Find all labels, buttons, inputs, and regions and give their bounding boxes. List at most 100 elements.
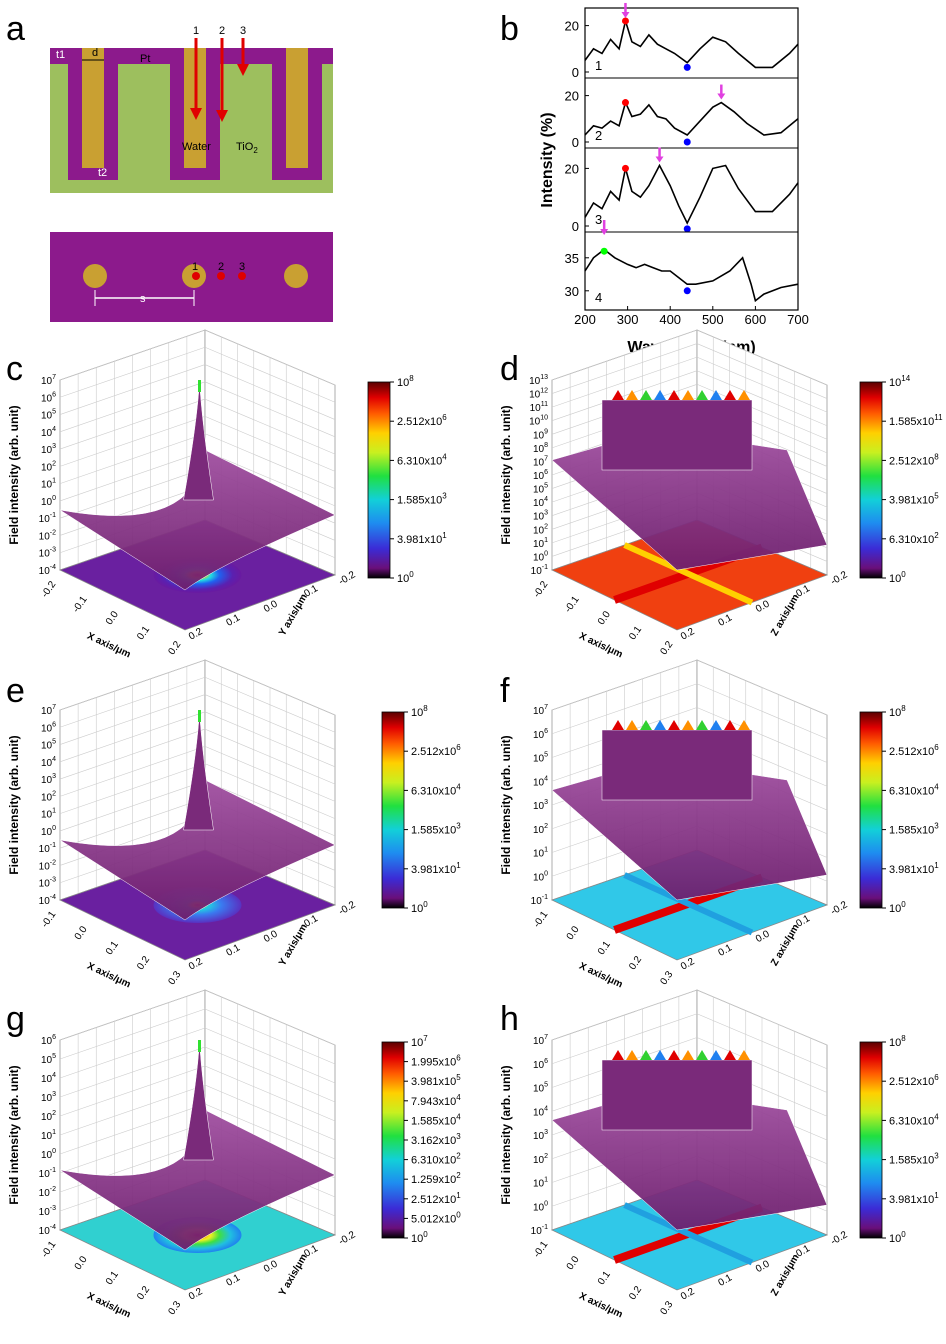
z-tick-label: 102 [41, 460, 56, 473]
ridge-spike [738, 1050, 750, 1060]
y-axis-label: Y axis/μm [277, 592, 310, 638]
z-tick-label: 10-1 [39, 1167, 56, 1180]
ridge-spike [696, 390, 708, 400]
ridge-spike [626, 390, 638, 400]
colorbar-label: 3.981x101 [889, 861, 939, 876]
ridge-spike [612, 720, 624, 730]
x-tick-label: 0.1 [596, 939, 613, 957]
ridge-spike [612, 390, 624, 400]
grid-line [204, 746, 336, 802]
ridge-spike [640, 720, 652, 730]
colorbar [381, 1041, 405, 1239]
z-tick-label: 104 [41, 756, 56, 769]
colorbar-label: 1.259x102 [411, 1171, 461, 1186]
surface-ridge [601, 729, 753, 801]
x-tick-label: 700 [787, 312, 809, 327]
ridge-spike [640, 1050, 652, 1060]
x-tick-label: 0.0 [73, 924, 90, 942]
grid-line [696, 329, 828, 386]
x-axis-label: X axis/μm [577, 1291, 624, 1321]
grid-line [204, 381, 336, 438]
panel-label-g: g [6, 1000, 25, 1038]
y-tick-label: 0 [572, 65, 579, 80]
x-tick-label: 0.2 [627, 954, 644, 972]
y-tick-label: 30 [565, 284, 579, 299]
z-tick-label: 10-1 [39, 512, 56, 525]
x-tick-label: 400 [659, 312, 681, 327]
grid-line [204, 659, 336, 716]
x-tick-label: -0.1 [563, 594, 582, 615]
colorbar-label: 2.512x106 [397, 413, 447, 428]
ridge-spike [668, 1050, 680, 1060]
grid-line [204, 398, 336, 455]
grid-line [204, 1103, 336, 1160]
colorbar-label: 3.981x101 [889, 1191, 939, 1206]
colorbar-label: 6.310x104 [397, 452, 447, 467]
z-tick-label: 102 [41, 790, 56, 803]
schematic-top-view: 1 2 3 s [50, 232, 333, 322]
colorbar-label: 1014 [889, 374, 911, 389]
colorbar-label: 6.310x104 [411, 782, 461, 797]
z-tick-label: 105 [533, 483, 548, 496]
colorbar-label: 1.585x1011 [889, 413, 943, 428]
colorbar-label: 108 [411, 704, 428, 719]
spectrum-line-3 [584, 163, 799, 225]
x-tick-label: -0.2 [532, 579, 551, 600]
water-label: Water [182, 141, 211, 153]
z-tick-label: 102 [41, 1110, 56, 1123]
marker-lime [600, 247, 608, 255]
point-2-label: 2 [218, 261, 224, 273]
x-tick-label: 500 [702, 312, 724, 327]
x-tick-label: 0.0 [596, 609, 613, 627]
z-tick-label: 100 [533, 550, 548, 563]
x-axis-label: X axis/μm [577, 961, 624, 991]
x-tick-label: -0.1 [71, 594, 90, 615]
panel-label-a: a [6, 10, 25, 48]
grid-line [59, 1122, 206, 1174]
z-tick-label: 104 [41, 426, 56, 439]
z-axis-label: Field intensity (arb. unit) [499, 405, 513, 544]
z-tick-label: 107 [533, 1034, 548, 1047]
x-tick-label: 0.3 [166, 969, 183, 987]
ridge-spike [654, 1050, 666, 1060]
surface-ridge [601, 399, 753, 471]
grid-line [551, 1013, 698, 1065]
z-tick-label: 10-1 [531, 894, 548, 907]
x-tick-label: 0.2 [627, 1284, 644, 1302]
ridge-spike [696, 720, 708, 730]
t2-label: t2 [98, 167, 107, 179]
panel-g-surface: 10-4 10-3 10-2 10-1 100 101 102 103 104 105 106 Fie… [7, 989, 461, 1321]
panel-b-spectra: 02010202020330354200300400500600700Wavel… [539, 2, 809, 356]
y-axis-label: Z axis/μm [769, 922, 802, 968]
z-tick-label: 100 [533, 870, 548, 883]
grid-line [696, 707, 828, 763]
colorbar-label: 1.585x103 [397, 492, 447, 507]
z-tick-label: 105 [41, 1053, 56, 1066]
grid-line [696, 659, 828, 716]
ridge-spike [640, 390, 652, 400]
marker-blue [683, 138, 691, 146]
grid-line [696, 989, 828, 1046]
ridge-spike [682, 720, 694, 730]
z-tick-label: 10-2 [39, 859, 56, 872]
z-tick-label: 10-1 [531, 1224, 548, 1237]
d-label: d [92, 47, 98, 59]
grid-line [551, 989, 698, 1041]
tio2-label: TiO2 [236, 141, 258, 155]
grid-line [551, 370, 698, 421]
colorbar-label: 1.585x103 [889, 1152, 939, 1167]
z-tick-label: 10-4 [39, 894, 56, 907]
y-tick-label: -0.2 [829, 899, 850, 917]
z-tick-label: 107 [41, 374, 56, 387]
z-tick-label: 10-3 [39, 877, 56, 890]
x-tick-label: 0.3 [658, 1299, 675, 1317]
marker-red [621, 17, 629, 25]
colorbar-label: 7.943x104 [411, 1093, 461, 1108]
grid-line [204, 989, 336, 1046]
y-axis-label: Y axis/μm [277, 1252, 310, 1298]
x-tick-label: -0.1 [40, 1239, 59, 1260]
z-tick-label: 10-3 [39, 1205, 56, 1218]
z-tick-label: 105 [533, 752, 548, 765]
ridge-spike [654, 720, 666, 730]
grid-line [59, 676, 206, 728]
